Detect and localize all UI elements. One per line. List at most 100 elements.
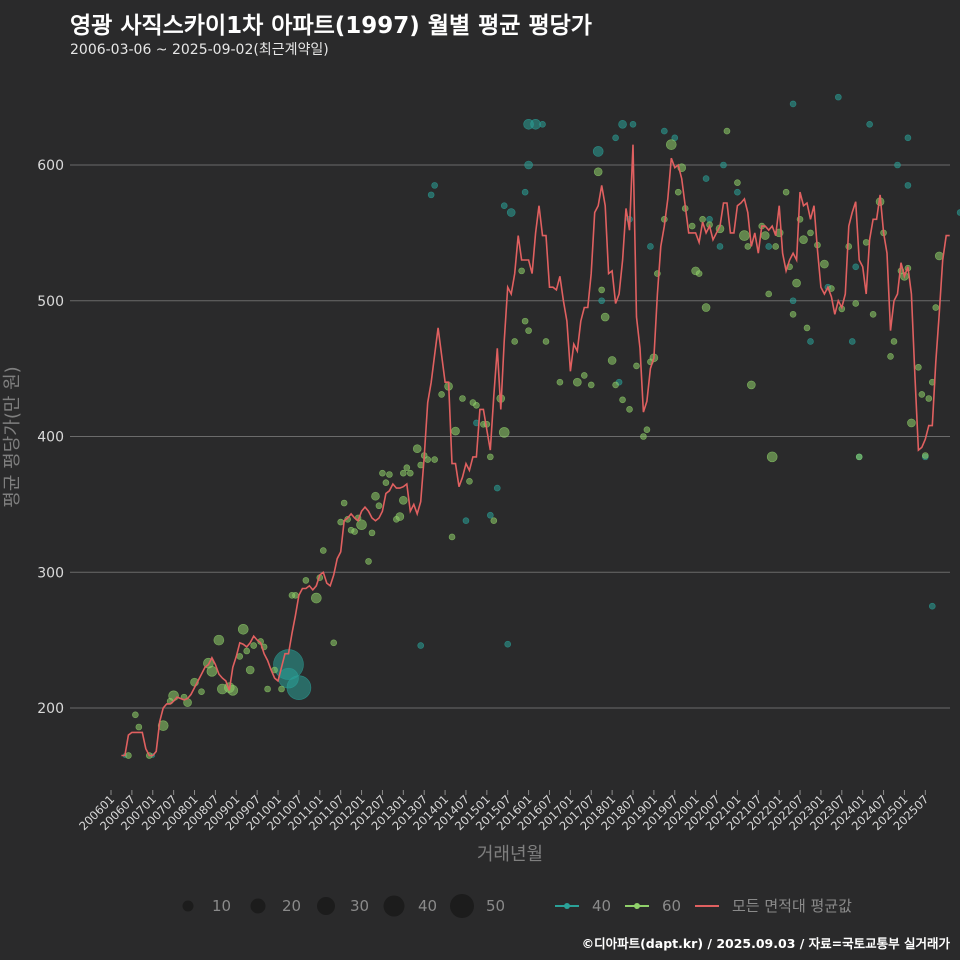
data-point — [633, 362, 640, 370]
data-point — [612, 381, 619, 389]
data-point — [598, 286, 605, 294]
y-tick-label: 200 — [37, 701, 64, 717]
data-point — [904, 182, 912, 189]
data-point — [412, 444, 422, 454]
y-tick-label: 400 — [37, 430, 64, 446]
data-point — [907, 418, 916, 428]
data-point — [744, 243, 752, 250]
data-point — [904, 134, 912, 142]
data-point — [487, 511, 494, 519]
data-point — [521, 317, 529, 325]
data-point — [330, 639, 338, 647]
data-point — [245, 665, 255, 675]
data-point — [382, 479, 390, 486]
credit-line: ©디아파트(dapt.kr) / 2025.09.03 / 자료=국토교통부 실… — [581, 936, 950, 951]
data-point — [135, 723, 143, 731]
data-point — [766, 451, 778, 463]
data-point — [406, 469, 414, 477]
data-point — [928, 602, 936, 610]
data-point — [243, 647, 251, 655]
data-point — [438, 391, 445, 398]
legend-size-40 — [383, 895, 405, 917]
data-point — [792, 278, 801, 288]
data-point — [706, 216, 713, 223]
data-point — [702, 175, 710, 182]
grid-lines — [70, 164, 950, 709]
data-point — [530, 118, 541, 130]
data-point — [375, 502, 383, 510]
data-point — [845, 243, 853, 250]
data-point — [132, 711, 139, 719]
data-point — [739, 230, 750, 241]
data-point — [319, 547, 327, 554]
x-axis-title: 거래년월 — [477, 844, 543, 865]
data-point — [518, 267, 525, 275]
legend-size-label: 50 — [486, 897, 505, 915]
data-point — [542, 338, 550, 345]
data-point — [198, 688, 205, 696]
data-point — [607, 356, 617, 365]
data-point — [587, 381, 595, 389]
data-point — [498, 427, 510, 438]
data-point — [506, 208, 516, 217]
data-point — [237, 623, 249, 635]
data-point — [524, 160, 533, 170]
chart-subtitle: 2006-03-06 ~ 2025-09-02(최근계약일) — [70, 42, 329, 58]
data-point — [168, 690, 179, 702]
data-point — [417, 642, 425, 649]
y-tick-label: 600 — [37, 158, 64, 174]
data-point — [807, 229, 814, 237]
legend-size-label: 30 — [350, 897, 369, 915]
data-point — [772, 243, 779, 250]
data-point — [462, 517, 470, 524]
data-point — [640, 433, 647, 440]
data-point — [852, 263, 860, 271]
data-point — [661, 127, 668, 135]
data-point — [379, 469, 386, 477]
legend-key-dot — [634, 903, 640, 909]
data-point — [852, 300, 860, 307]
data-point — [626, 406, 633, 413]
data-point — [351, 528, 358, 535]
data-point — [688, 222, 696, 230]
data-point — [311, 592, 322, 604]
data-point — [799, 235, 808, 244]
data-point — [487, 453, 494, 461]
data-point — [302, 577, 310, 584]
data-point — [580, 372, 588, 379]
data-point — [643, 426, 651, 434]
legend-key-dot — [564, 903, 570, 909]
legend-size-label: 10 — [212, 897, 231, 915]
data-point — [723, 127, 731, 135]
data-point — [511, 338, 518, 345]
data-point — [695, 270, 703, 277]
data-point — [424, 456, 431, 463]
data-point — [803, 324, 811, 332]
data-point — [665, 139, 677, 150]
data-point — [855, 453, 863, 461]
data-point — [600, 312, 610, 322]
y-tick-label: 300 — [37, 565, 64, 581]
data-point — [789, 311, 797, 318]
data-point — [573, 377, 582, 387]
data-point — [789, 100, 797, 108]
data-point — [427, 191, 435, 199]
data-point — [619, 396, 626, 404]
data-point — [278, 685, 285, 693]
data-point — [869, 311, 877, 318]
y-axis-title: 평균 평당가(만 원) — [2, 366, 23, 507]
legend-size-10 — [182, 900, 194, 912]
data-point — [701, 303, 711, 312]
data-point — [598, 297, 605, 305]
series-60-bubbles — [125, 127, 944, 759]
data-point — [539, 120, 546, 128]
data-point — [206, 666, 218, 677]
data-point — [504, 640, 512, 648]
data-point — [612, 134, 619, 142]
data-point — [629, 120, 637, 128]
data-point — [720, 161, 727, 169]
legend-size-label: 20 — [282, 897, 301, 915]
legend-series-label: 모든 면적대 평균값 — [732, 897, 852, 915]
data-point — [934, 251, 944, 261]
